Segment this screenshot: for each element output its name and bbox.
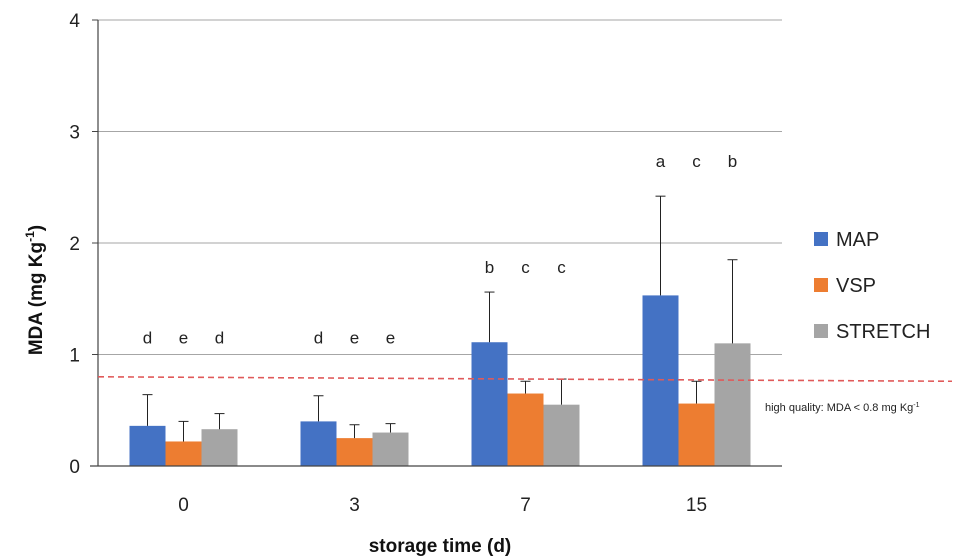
y-axis-label: MDA (mg Kg-1) <box>23 225 47 355</box>
x-tick-label: 7 <box>520 495 531 516</box>
threshold-label: high quality: MDA < 0.8 mg Kg-1 <box>765 402 920 414</box>
significance-letter: a <box>656 152 666 171</box>
threshold-line <box>97 375 953 383</box>
significance-letter: c <box>692 152 701 171</box>
bar-stretch-7 <box>543 404 580 466</box>
legend-label-stretch: STRETCH <box>836 321 930 343</box>
significance-letter: b <box>485 258 494 277</box>
y-tick-label: 4 <box>69 11 80 32</box>
gridlines <box>98 19 782 355</box>
significance-letter: d <box>314 328 323 347</box>
significance-letter: c <box>521 258 530 277</box>
bar-stretch-0 <box>201 429 238 466</box>
bar-vsp-15 <box>678 403 715 466</box>
bar-stretch-15 <box>714 343 751 466</box>
bar-vsp-7 <box>507 393 544 466</box>
significance-letters: d e d d e e b c c a c b <box>143 152 737 347</box>
bar-map-7 <box>471 342 508 466</box>
y-tick-label: 0 <box>69 457 80 478</box>
significance-letter: e <box>179 328 188 347</box>
x-tick-label: 0 <box>178 495 189 516</box>
axes <box>90 19 782 467</box>
bar-vsp-0 <box>165 441 202 466</box>
legend-swatch-stretch <box>814 324 828 338</box>
legend-swatch-map <box>814 232 828 246</box>
x-tick-label: 15 <box>686 495 707 516</box>
bar-stretch-3 <box>372 432 409 466</box>
bar-map-0 <box>129 425 166 466</box>
bars <box>129 295 751 466</box>
y-tick-label: 2 <box>69 234 80 255</box>
significance-letter: d <box>143 328 152 347</box>
significance-letter: e <box>350 328 359 347</box>
tick-labels: 0 1 2 3 4 0 3 7 15 <box>69 11 707 516</box>
error-bars <box>142 195 738 442</box>
significance-letter: e <box>386 328 395 347</box>
significance-letter: c <box>557 258 566 277</box>
legend: MAP VSP STRETCH <box>814 229 930 343</box>
y-tick-label: 3 <box>69 123 80 144</box>
legend-swatch-vsp <box>814 278 828 292</box>
legend-label-vsp: VSP <box>836 275 876 297</box>
bar-map-15 <box>642 295 679 466</box>
x-axis-label: storage time (d) <box>369 536 512 557</box>
significance-letter: d <box>215 328 224 347</box>
legend-label-map: MAP <box>836 229 879 251</box>
bar-vsp-3 <box>336 438 373 466</box>
significance-letter: b <box>728 152 737 171</box>
bar-map-3 <box>300 421 337 466</box>
y-tick-label: 1 <box>69 346 80 367</box>
x-tick-label: 3 <box>349 495 360 516</box>
